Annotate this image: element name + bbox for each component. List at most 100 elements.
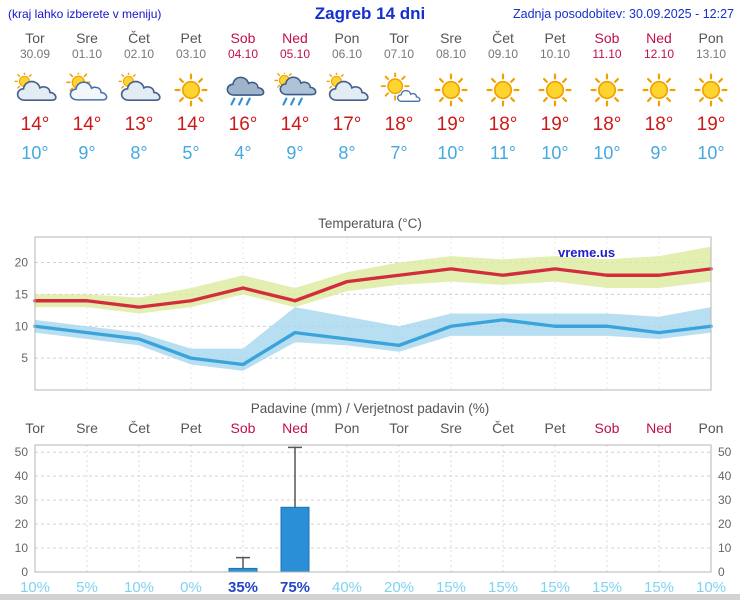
day-name: Sre: [76, 30, 98, 46]
precip-day-label: Čet: [128, 420, 150, 436]
temp-ytick: 15: [15, 287, 29, 301]
day-column[interactable]: Tor 30.09 14° 10°: [9, 30, 61, 164]
precip-day-labels: Tor Sre Čet Pet Sob Ned Pon Tor Sre Čet Pet Sob Ned P…: [9, 420, 737, 436]
precip-probability: 10%: [695, 579, 727, 596]
day-column[interactable]: Sob 11.10 18° 10°: [581, 30, 633, 164]
precip-probability: 15%: [435, 579, 467, 596]
day-column[interactable]: Sre 08.10 19° 10°: [425, 30, 477, 164]
precip-probability: 40%: [331, 579, 363, 596]
precip-day-label: Pet: [544, 420, 566, 436]
precip-day-label: Pon: [334, 420, 360, 436]
temp-high: 14°: [20, 114, 50, 135]
day-column[interactable]: Pon 06.10 17° 8°: [321, 30, 373, 164]
temp-low: 8°: [130, 143, 148, 163]
precip-grid: 0 0 10 10 20 20 30 30 40 40 50 50: [15, 445, 732, 579]
precip-ytick-left: 50: [15, 445, 29, 459]
precip-day-label: Ned: [646, 420, 672, 436]
precip-day-label: Sob: [594, 420, 620, 436]
precip-day-label: Ned: [282, 420, 308, 436]
day-column[interactable]: Ned 05.10 14° 9°: [269, 30, 321, 164]
day-name: Čet: [128, 30, 150, 46]
day-column[interactable]: Pet 10.10 19° 10°: [529, 30, 581, 164]
day-name: Ned: [282, 30, 308, 46]
weather-icon-sunny: [584, 72, 630, 108]
precip-probability: 15%: [643, 579, 675, 596]
day-column[interactable]: Sre 01.10 14° 9°: [61, 30, 113, 164]
temp-low: 10°: [593, 143, 621, 163]
page-title: Zagreb 14 dni: [314, 4, 426, 23]
precip-ytick-left: 30: [15, 493, 29, 507]
day-column[interactable]: Čet 09.10 18° 11°: [477, 30, 529, 164]
temp-low: 10°: [541, 143, 569, 163]
menu-hint-text: (kraj lahko izberete v meniju): [8, 7, 162, 21]
precip-ytick-left: 40: [15, 469, 29, 483]
weather-icon-sunny: [636, 72, 682, 108]
precip-day-label: Pon: [698, 420, 724, 436]
day-name: Sob: [230, 30, 256, 46]
temp-high: 17°: [332, 114, 362, 135]
precip-day-label: Tor: [389, 420, 409, 436]
temperature-chart-title: Temperatura (°C): [318, 216, 422, 231]
day-date: 03.10: [175, 47, 207, 61]
temp-high: 18°: [384, 114, 414, 135]
watermark-text: vreme.us: [558, 245, 616, 260]
weather-icon-sun-rain: [272, 72, 318, 108]
precipitation-chart-title: Padavine (mm) / Verjetnost padavin (%): [250, 401, 490, 416]
temp-high: 13°: [124, 114, 154, 135]
temp-ytick: 5: [21, 351, 28, 365]
precip-ytick-right: 40: [718, 469, 732, 483]
precip-probability: 75%: [279, 579, 311, 596]
precip-probability-row: 10% 5% 10% 0% 35% 75% 40% 20% 15% 15% 15% 15% 15% 10%: [9, 579, 737, 596]
day-name: Pet: [544, 30, 566, 46]
day-name: Čet: [492, 30, 514, 46]
day-name: Pet: [180, 30, 202, 46]
temp-high: 14°: [72, 114, 102, 135]
weather-icon-mostly-sunny: [376, 72, 422, 108]
day-column[interactable]: Sob 04.10 16° 4°: [217, 30, 269, 164]
day-date: 06.10: [331, 47, 363, 61]
precip-probability: 0%: [180, 579, 202, 596]
day-column[interactable]: Čet 02.10 13° 8°: [113, 30, 165, 164]
day-column[interactable]: Pet 03.10 14° 5°: [165, 30, 217, 164]
precip-day-label: Tor: [25, 420, 45, 436]
day-name: Sre: [440, 30, 462, 46]
precip-ytick-right: 50: [718, 445, 732, 459]
temp-ytick: 20: [15, 256, 29, 270]
precip-probability: 15%: [539, 579, 571, 596]
last-updated-text: Zadnja posodobitev: 30.09.2025 - 12:27: [512, 7, 734, 21]
temp-low: 10°: [21, 143, 49, 163]
weather-icon-mostly-cloudy: [116, 72, 162, 108]
temp-low: 4°: [234, 143, 252, 163]
day-column[interactable]: Ned 12.10 18° 9°: [633, 30, 685, 164]
weather-icon-sunny: [688, 72, 734, 108]
day-date: 07.10: [383, 47, 415, 61]
temp-low: 9°: [78, 143, 96, 163]
precip-ytick-right: 0: [718, 565, 725, 579]
precip-plot-border: [34, 444, 712, 573]
temp-high: 18°: [488, 114, 518, 135]
temp-low: 7°: [390, 143, 408, 163]
day-date: 08.10: [435, 47, 467, 61]
precip-day-label: Sre: [76, 420, 98, 436]
day-column[interactable]: Tor 07.10 18° 7°: [373, 30, 425, 164]
horizontal-scrollbar[interactable]: [0, 594, 740, 600]
temp-low: 8°: [338, 143, 356, 163]
precip-bar: [228, 567, 258, 573]
day-date: 09.10: [487, 47, 519, 61]
precip-ytick-left: 20: [15, 517, 29, 531]
precip-probability: 15%: [591, 579, 623, 596]
precip-ytick-right: 30: [718, 493, 732, 507]
day-date: 13.10: [695, 47, 727, 61]
weather-icon-sunny: [480, 72, 526, 108]
precipitation-chart: 0 0 10 10 20 20 30 30 40 40 50 50: [15, 444, 732, 579]
weather-icon-mostly-cloudy: [12, 72, 58, 108]
day-date: 11.10: [592, 47, 622, 61]
temp-high: 14°: [280, 114, 310, 135]
precip-day-label: Sob: [230, 420, 256, 436]
day-date: 10.10: [539, 47, 571, 61]
day-column[interactable]: Pon 13.10 19° 10°: [685, 30, 737, 164]
precip-day-label: Sre: [440, 420, 462, 436]
precip-probability: 35%: [227, 579, 259, 596]
temp-low: 5°: [182, 143, 200, 163]
